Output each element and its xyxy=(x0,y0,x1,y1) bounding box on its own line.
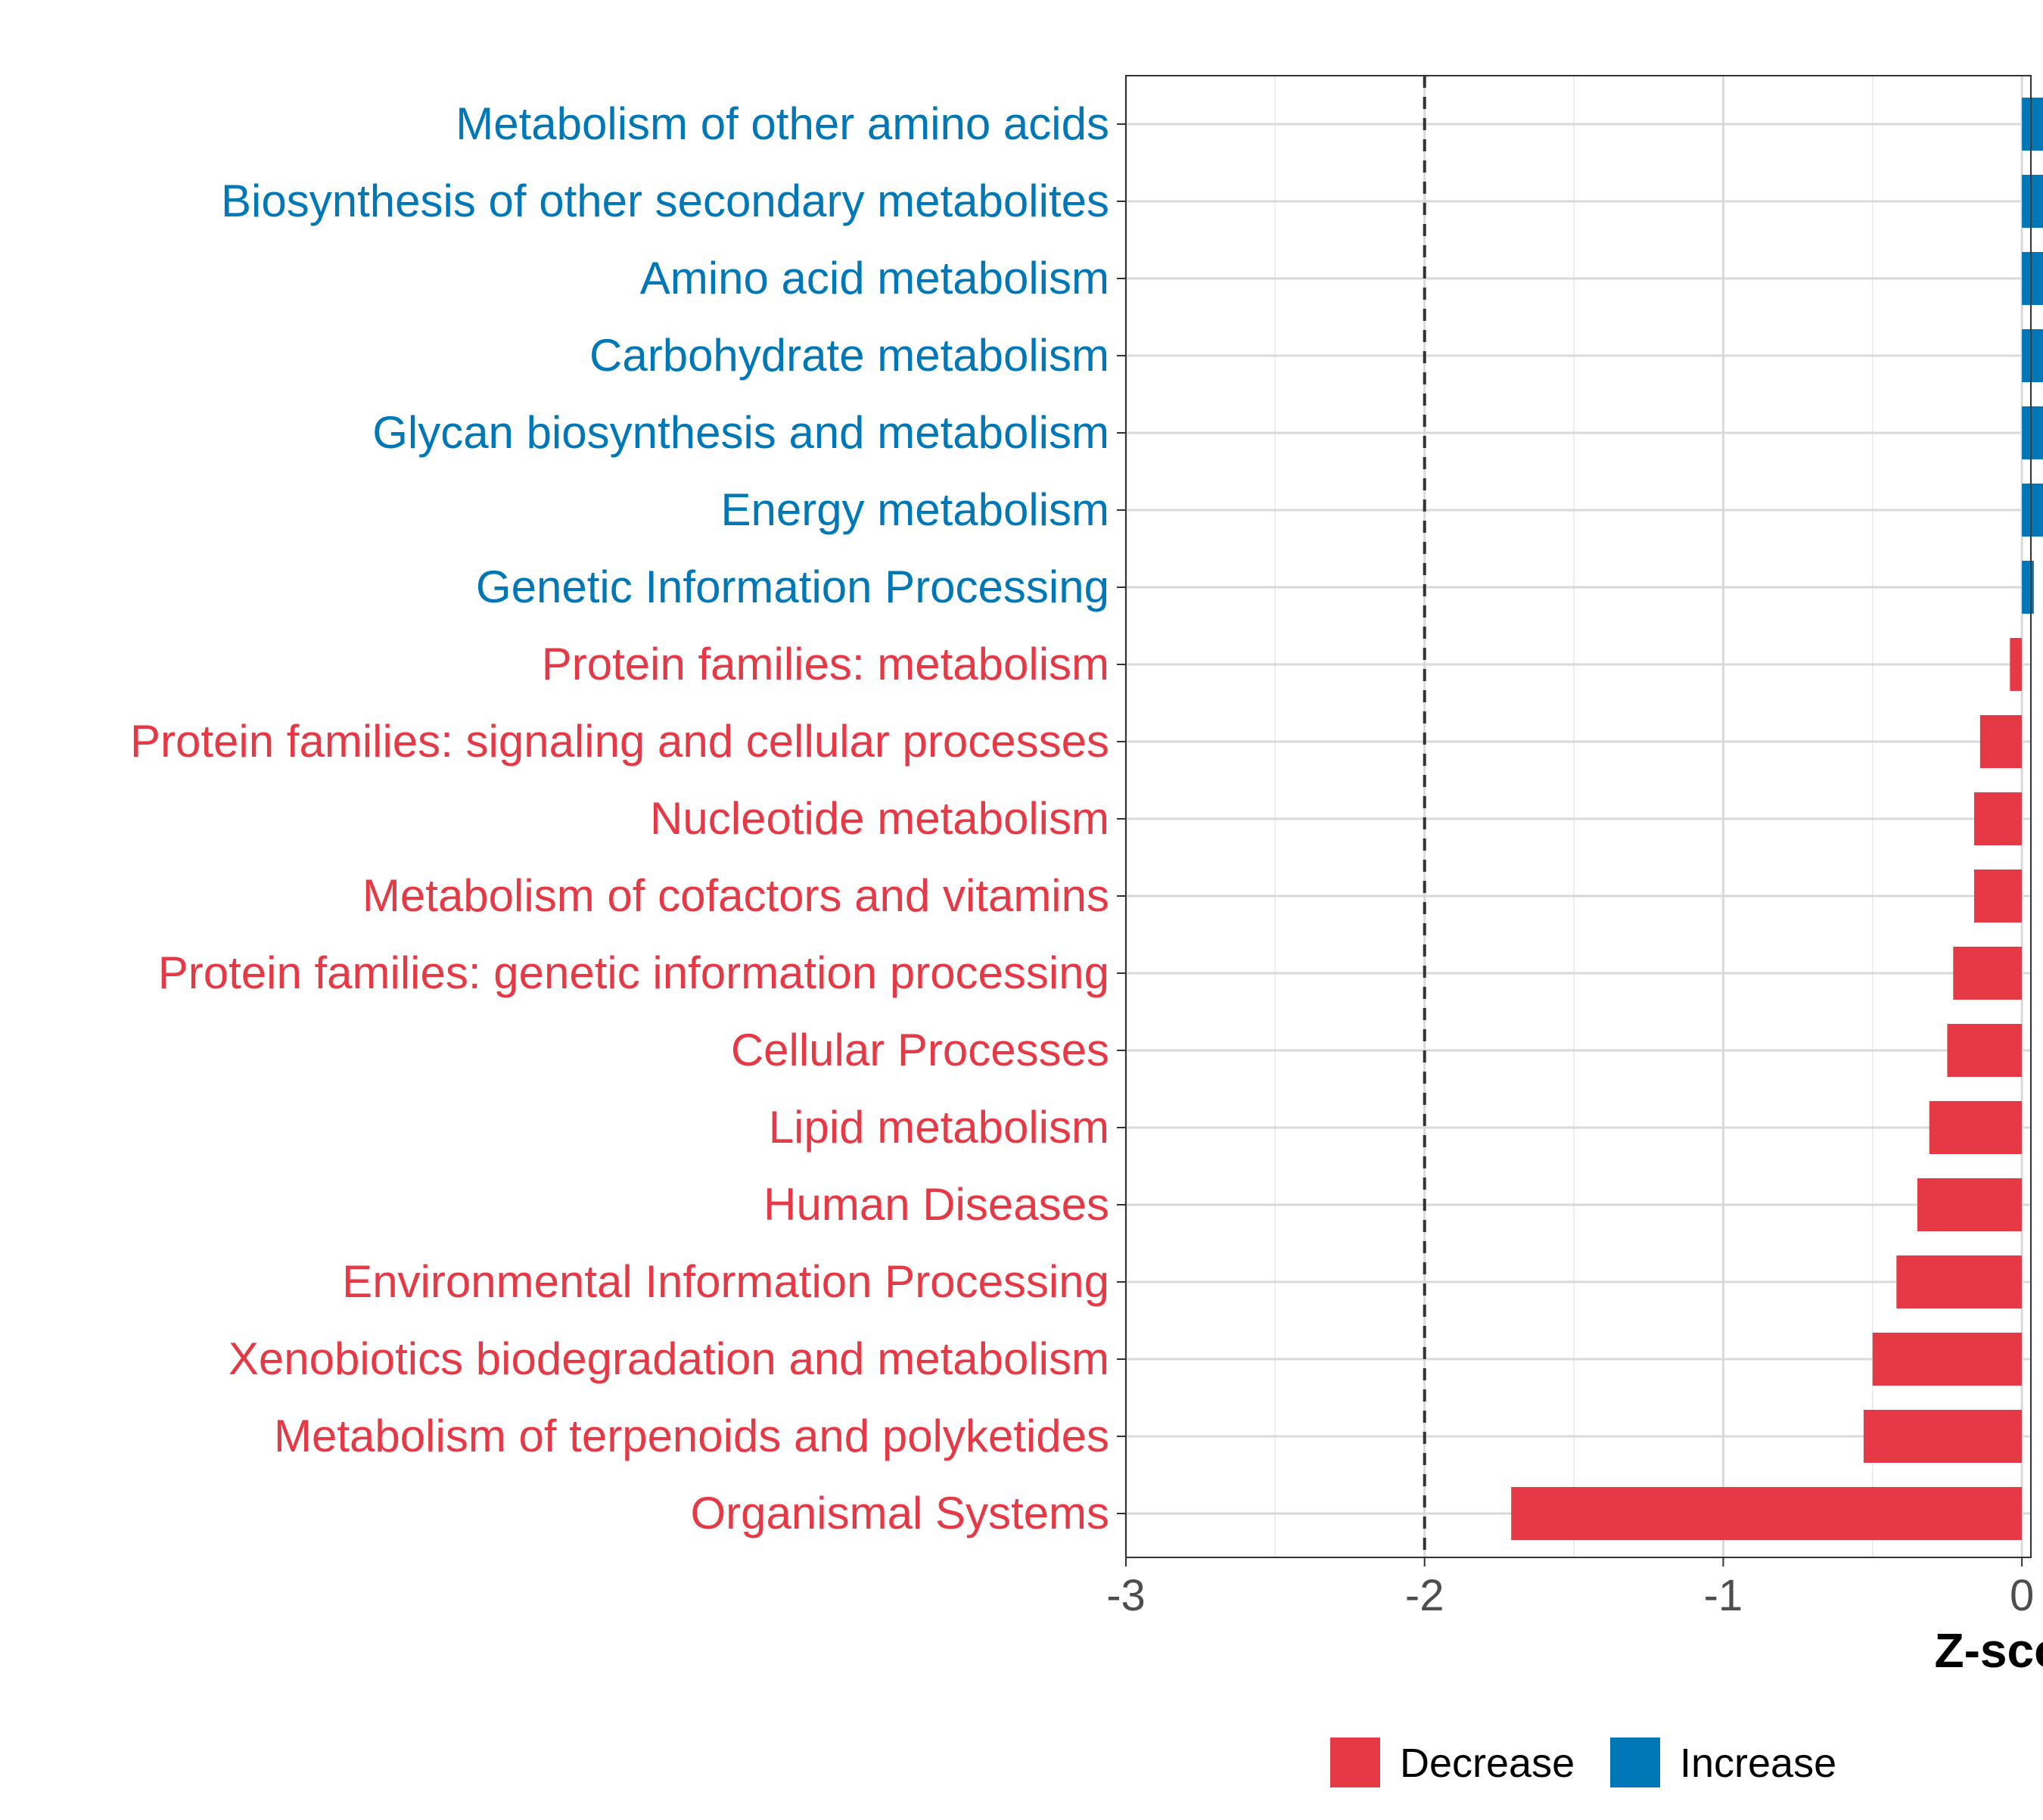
x-tick-label: -1 xyxy=(1704,1571,1743,1620)
grid-layer xyxy=(1124,76,2031,1557)
x-tick-label: -3 xyxy=(1106,1571,1146,1620)
category-label: Metabolism of cofactors and vitamins xyxy=(362,870,1109,921)
category-label: Nucleotide metabolism xyxy=(650,793,1109,844)
category-label: Biosynthesis of other secondary metaboli… xyxy=(221,176,1109,226)
legend: Decrease Increase xyxy=(1330,1738,1836,1787)
category-label: Amino acid metabolism xyxy=(640,253,1109,303)
bar-decrease xyxy=(1929,1101,2023,1154)
category-label: Cellular Processes xyxy=(731,1025,1109,1075)
bar-decrease xyxy=(1511,1487,2023,1540)
bar-increase xyxy=(2022,561,2034,614)
bar-decrease xyxy=(2010,638,2023,691)
category-label: Energy metabolism xyxy=(720,484,1109,535)
bar-increase xyxy=(2022,484,2043,537)
reference-line-layer xyxy=(1423,76,1426,1557)
category-label: Protein families: genetic information pr… xyxy=(158,947,1109,998)
category-label: Lipid metabolism xyxy=(769,1102,1109,1153)
panel-border xyxy=(1125,75,2032,1558)
x-tick-label: -2 xyxy=(1405,1571,1444,1620)
bar-increase xyxy=(2022,98,2043,151)
bar-decrease xyxy=(1872,1333,2023,1386)
y-axis-ticks: Metabolism of other amino acids Biosynthe… xyxy=(130,98,1126,1538)
category-label: Metabolism of terpenoids and polyketides xyxy=(274,1411,1109,1461)
bar-increase xyxy=(2022,175,2043,228)
x-axis-title: Z-score xyxy=(1935,1623,2043,1678)
category-label: Metabolism of other amino acids xyxy=(456,98,1109,149)
bar-increase xyxy=(2022,406,2043,459)
legend-increase-key xyxy=(1610,1738,1660,1787)
legend-decrease-key xyxy=(1330,1738,1380,1787)
category-label: Carbohydrate metabolism xyxy=(589,330,1109,381)
bar-increase xyxy=(2022,252,2043,305)
bar-layer xyxy=(1511,98,2043,1540)
bar-decrease xyxy=(1953,947,2023,1000)
category-label: Protein families: signaling and cellular… xyxy=(130,716,1109,767)
bar-decrease xyxy=(1973,870,2023,922)
category-label: Environmental Information Processing xyxy=(342,1256,1109,1307)
category-label: Genetic Information Processing xyxy=(476,562,1109,612)
category-label: Glycan biosynthesis and metabolism xyxy=(372,407,1109,458)
category-label: Human Diseases xyxy=(763,1179,1109,1230)
x-axis-ticks: -3-2-10123 xyxy=(1106,1557,2034,1620)
legend-increase-label: Increase xyxy=(1680,1741,1836,1786)
bar-decrease xyxy=(1947,1024,2023,1077)
bar-decrease xyxy=(1973,792,2023,845)
bar-decrease xyxy=(1917,1178,2023,1231)
category-label: Xenobiotics biodegradation and metabolis… xyxy=(229,1333,1109,1384)
bar-decrease xyxy=(1896,1255,2023,1308)
category-label: Organismal Systems xyxy=(691,1488,1109,1538)
category-label: Protein families: metabolism xyxy=(542,639,1109,689)
bar-decrease xyxy=(1979,715,2023,768)
x-tick-label: 0 xyxy=(2010,1571,2034,1620)
bar-decrease xyxy=(1863,1410,2023,1463)
legend-decrease-label: Decrease xyxy=(1400,1741,1575,1786)
bar-increase xyxy=(2022,329,2043,382)
